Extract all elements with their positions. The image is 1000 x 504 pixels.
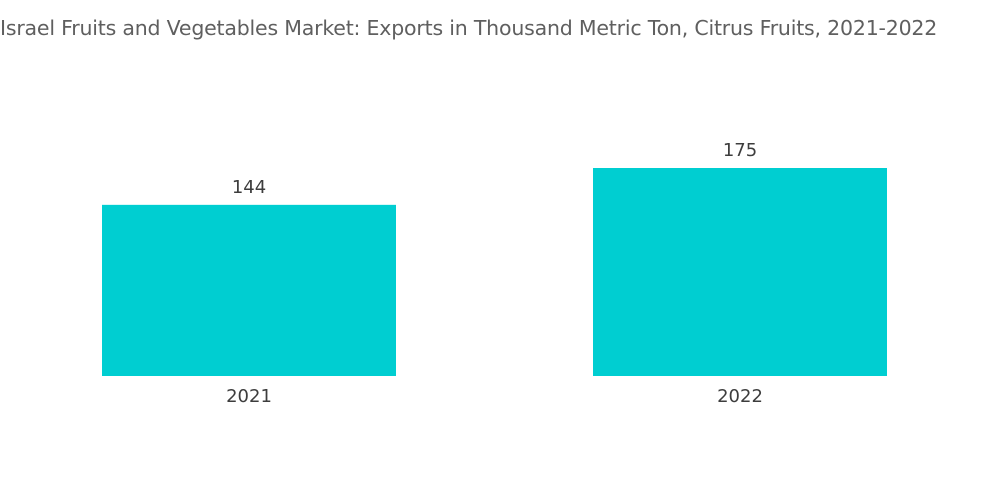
chart-title: Israel Fruits and Vegetables Market: Exp… (0, 16, 938, 40)
data-label-2022: 175 (723, 140, 757, 161)
bar-2022 (593, 168, 887, 376)
bar-2021 (102, 204, 396, 376)
x-tick-label-2021: 2021 (226, 386, 272, 407)
data-labels-group: 144 175 (232, 140, 757, 198)
x-tick-label-2022: 2022 (717, 386, 763, 407)
bars-group (102, 168, 887, 376)
data-label-2021: 144 (232, 177, 266, 198)
x-tick-labels-group: 2021 2022 (226, 386, 763, 407)
